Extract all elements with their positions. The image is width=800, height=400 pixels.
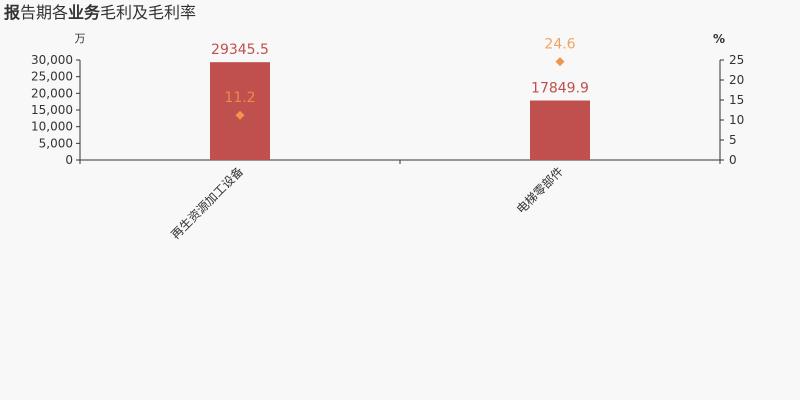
- bars-group: [210, 62, 590, 160]
- right-y-tick-label: 25: [729, 53, 744, 67]
- left-y-tick-label: 20,000: [31, 86, 73, 100]
- right-y-tick-label: 10: [729, 113, 744, 127]
- right-y-tick-label: 0: [729, 153, 737, 167]
- axes-group: 0 5,000 10,000 15,000 20,000 25,000 30,000 0 5 10…: [31, 32, 744, 242]
- chart-title: 报告期各业务毛利及毛利率: [4, 3, 196, 23]
- left-y-tick-label: 5,000: [39, 136, 73, 150]
- bar-value-label: 17849.9: [531, 81, 589, 97]
- margin-marker[interactable]: [235, 110, 245, 120]
- margin-marker[interactable]: [555, 57, 565, 67]
- chart-title-bold-2: 业务: [68, 3, 101, 22]
- left-y-tick-label: 25,000: [31, 70, 73, 84]
- left-y-tick-label: 10,000: [31, 120, 73, 134]
- bar[interactable]: [530, 100, 590, 160]
- left-y-unit-label: 万: [75, 32, 86, 45]
- x-category-label: 再生资源加工设备: [168, 164, 246, 242]
- left-y-tick-label: 0: [65, 153, 73, 167]
- left-y-tick-label: 30,000: [31, 53, 73, 67]
- right-y-tick-label: 5: [729, 133, 737, 147]
- x-category-label: 电梯零部件: [513, 164, 566, 217]
- chart-title-part-1: 告期各: [20, 3, 69, 22]
- left-y-tick-label: 15,000: [31, 103, 73, 117]
- right-y-unit-label: %: [713, 32, 725, 46]
- bar-value-label: 29345.5: [211, 42, 269, 58]
- chart-title-part-2: 毛利及毛利率: [100, 3, 197, 22]
- right-y-tick-label: 20: [729, 73, 744, 87]
- marker-value-label: 24.6: [544, 37, 575, 53]
- markers-group: [235, 57, 565, 120]
- right-y-tick-label: 15: [729, 93, 744, 107]
- chart-title-bold-1: 报: [4, 3, 21, 22]
- marker-value-label: 11.2: [224, 90, 255, 106]
- labels-group: 29345.5 11.2 17849.9 24.6: [211, 37, 589, 107]
